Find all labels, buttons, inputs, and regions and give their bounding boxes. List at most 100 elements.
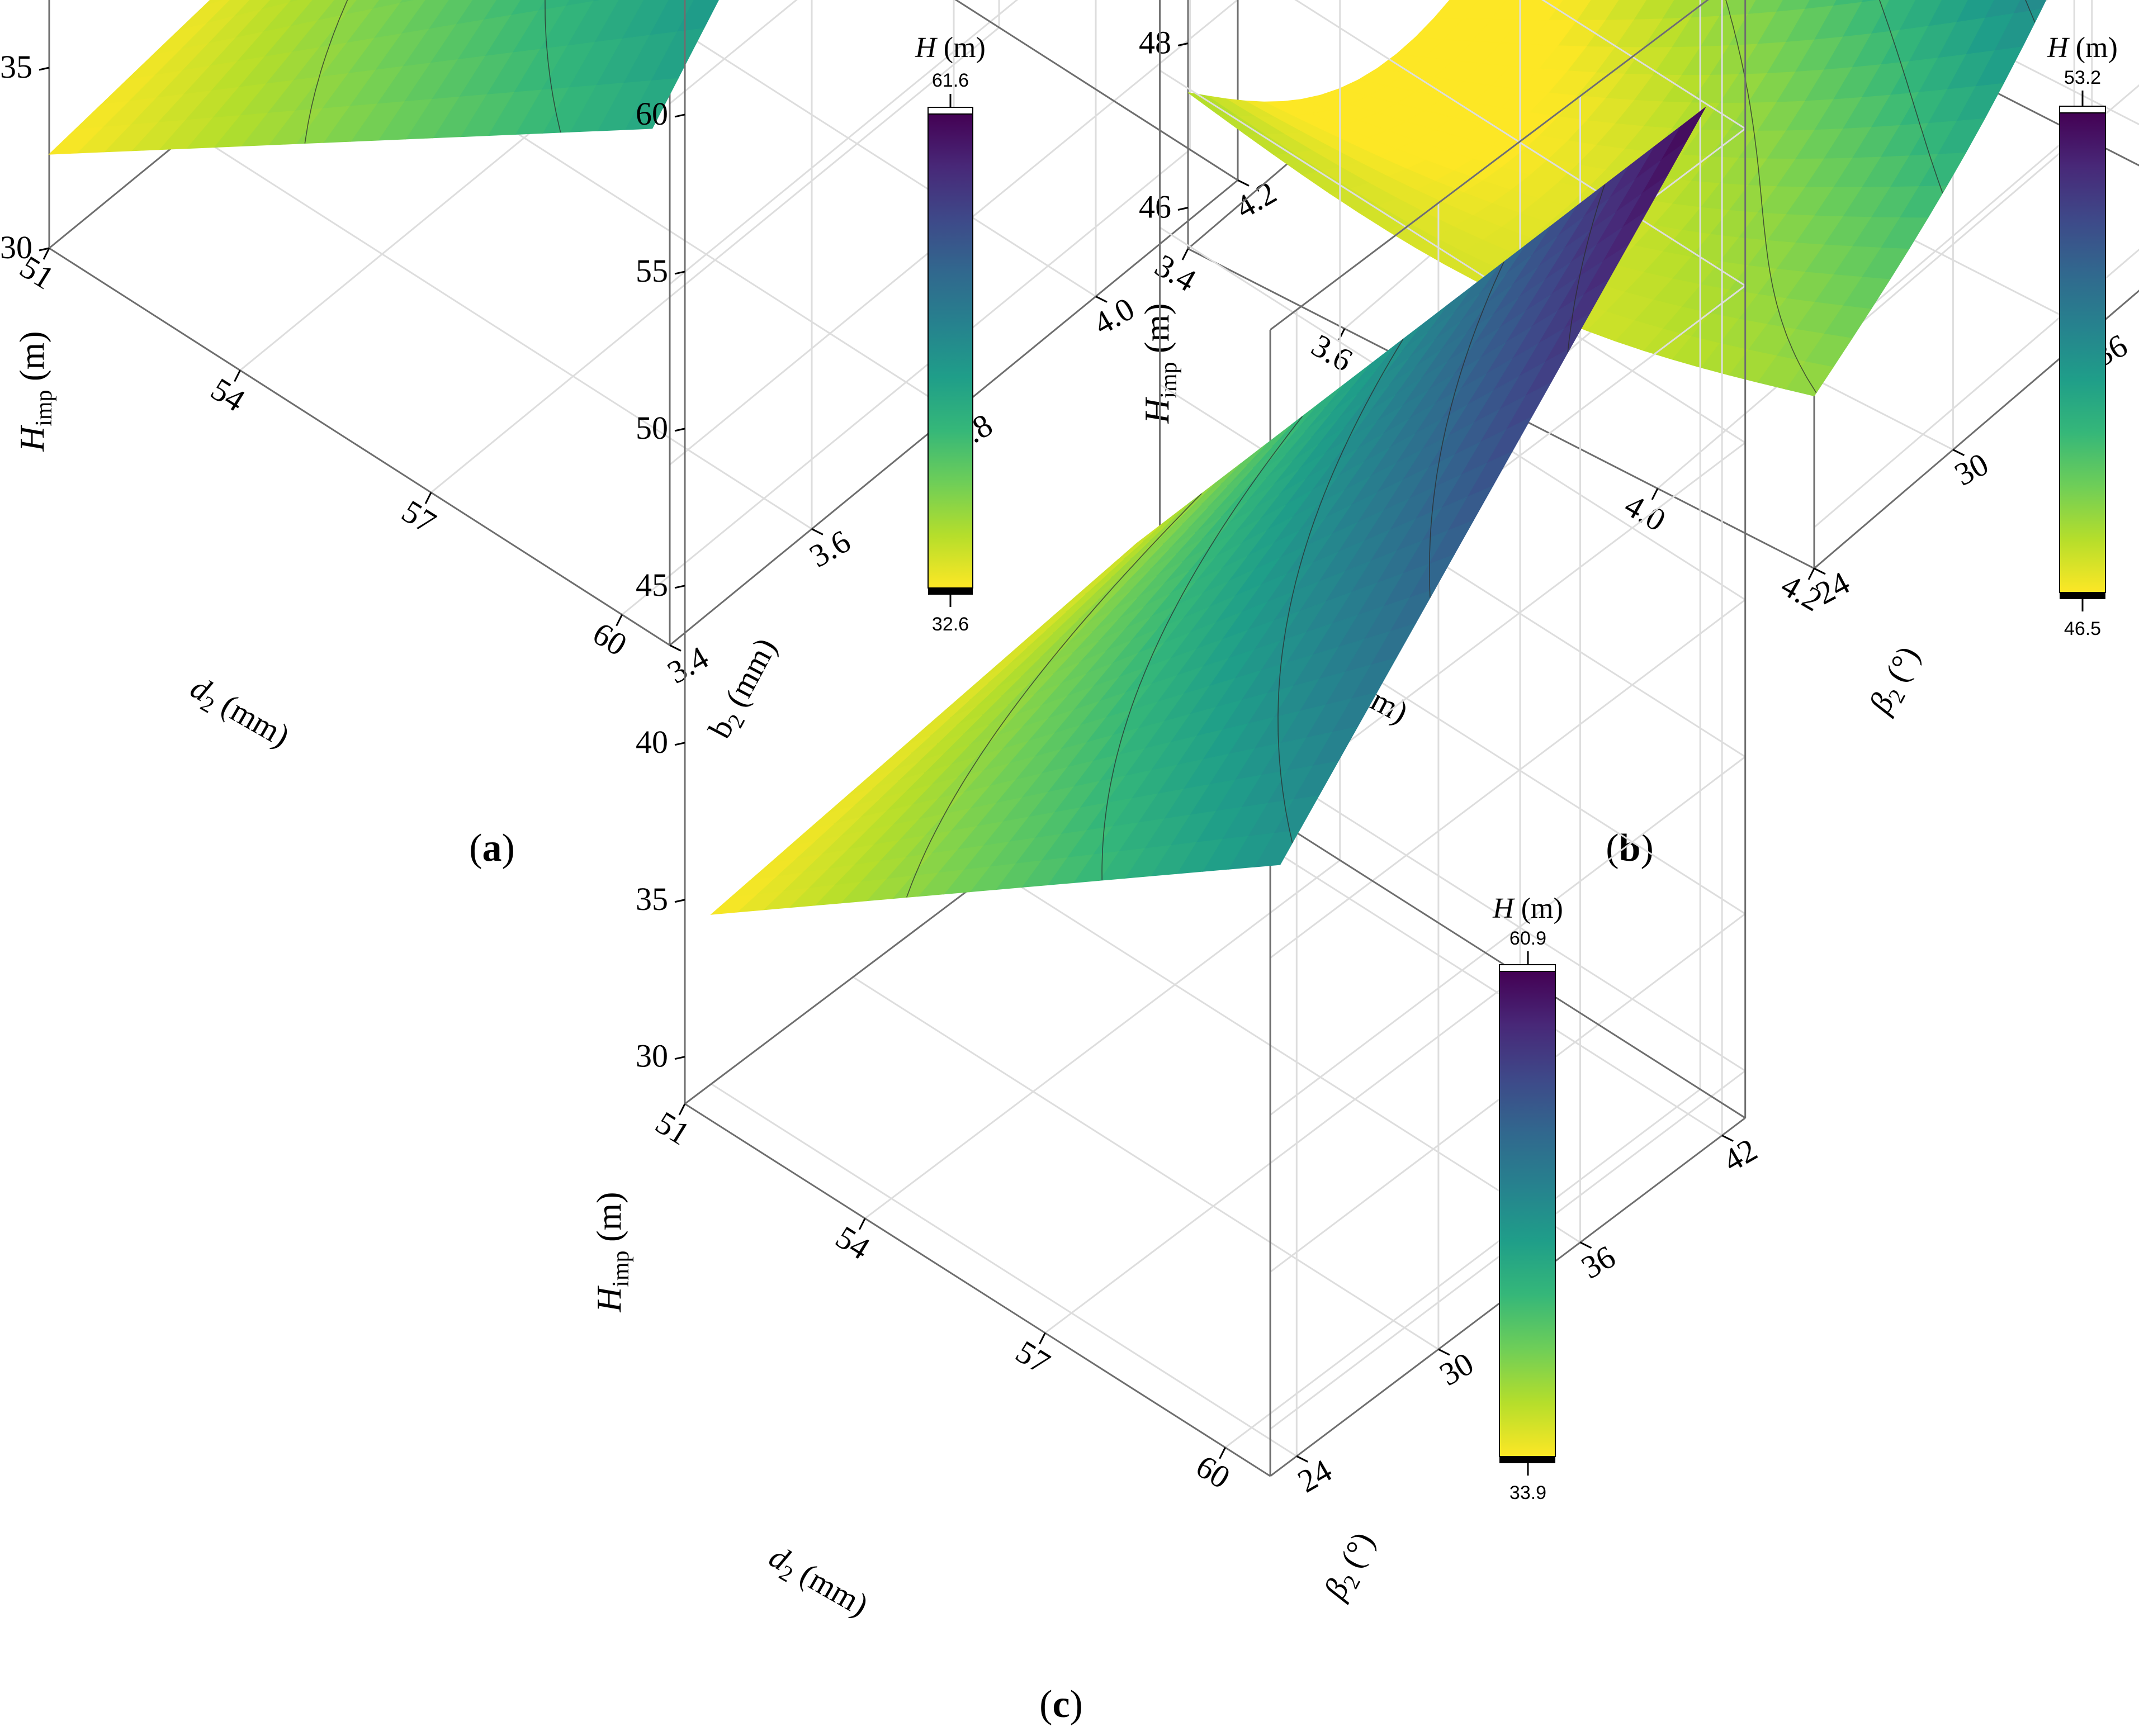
z-tick-label-1: 48 bbox=[1139, 25, 1171, 61]
grid-wall2-z-0 bbox=[1814, 248, 2139, 528]
panel-c-z-axis-label: Himp (m) bbox=[590, 1192, 634, 1312]
frame-edge-front-y bbox=[1814, 290, 2139, 570]
x-tick-label-1: 54 bbox=[830, 1218, 877, 1267]
z-tick-label-6: 60 bbox=[636, 96, 668, 132]
z-tick-mark-3 bbox=[674, 585, 685, 589]
panel-b-colorbar-cap-bottom bbox=[2060, 592, 2105, 599]
z-tick-mark-0 bbox=[674, 1056, 685, 1060]
panel-a-colorbar-cap-bottom bbox=[928, 588, 973, 595]
panel-b: 46485052543.43.63.84.04.224303642 Himp (… bbox=[1138, 0, 2139, 870]
y-tick-mark-0 bbox=[1296, 1455, 1308, 1463]
x-tick-mark-3 bbox=[1651, 488, 1659, 500]
panel-c-colorbar-min: 33.9 bbox=[1509, 1482, 1546, 1503]
panel-a-colorbar-gradient bbox=[927, 113, 973, 589]
grid-wall2-z-2 bbox=[669, 0, 1019, 285]
surface-contour-2 bbox=[1101, 416, 1303, 880]
x-tick-label-3: 60 bbox=[1190, 1448, 1237, 1496]
surface-contour-1 bbox=[906, 493, 1202, 898]
y-tick-mark-0 bbox=[1814, 567, 1826, 575]
frame-edge-top-back-y bbox=[1270, 0, 1709, 331]
frame-edge-back-x bbox=[954, 0, 1238, 181]
z-tick-mark-1 bbox=[674, 899, 685, 903]
surface-patch-0-0 bbox=[48, 126, 103, 155]
x-tick-label-0: 3.4 bbox=[1149, 247, 1202, 299]
panel-a-label: (a) bbox=[469, 827, 515, 870]
surface-contour-5 bbox=[1567, 184, 1606, 353]
panel-c-colorbar-title: H (m) bbox=[1492, 893, 1563, 924]
surface-patch-0-0 bbox=[710, 894, 758, 915]
panel-a-colorbar-max: 61.6 bbox=[932, 70, 969, 91]
x-tick-mark-2 bbox=[1039, 1332, 1046, 1345]
grid-floor-y-0 bbox=[711, 1083, 1298, 1457]
grid-wall1-z-5 bbox=[1294, 0, 1746, 287]
z-tick-label-2: 40 bbox=[636, 724, 668, 760]
panel-a-colorbar-title: H (m) bbox=[915, 32, 986, 64]
panel-b-colorbar-gradient bbox=[2059, 112, 2106, 593]
grid-wall2-z-3 bbox=[1270, 599, 1746, 959]
y-tick-label-1: 30 bbox=[1433, 1345, 1480, 1393]
grid-floor-y-3 bbox=[631, 0, 1096, 297]
panel-a-surface bbox=[48, 0, 719, 155]
panel-b-colorbar-max: 53.2 bbox=[2064, 67, 2101, 88]
panel-c-colorbar-gradient bbox=[1499, 971, 1556, 1457]
x-tick-mark-3 bbox=[616, 614, 623, 627]
x-tick-mark-3 bbox=[1219, 1447, 1226, 1459]
panel-a-colorbar: H (m) 61.6 32.6 bbox=[915, 32, 986, 635]
x-tick-label-1: 3.6 bbox=[1305, 327, 1359, 379]
y-tick-label-3: 42 bbox=[1717, 1131, 1763, 1179]
surface-contour-2 bbox=[545, 0, 561, 133]
panel-a-x-axis-label: d2 (mm) bbox=[182, 669, 296, 758]
surface-contour-4 bbox=[1429, 262, 1504, 598]
z-tick-mark-1 bbox=[1177, 42, 1189, 46]
y-tick-mark-2 bbox=[1579, 1241, 1592, 1249]
surface-contour-3 bbox=[1277, 339, 1404, 843]
panel-c-y-axis-label: β2 (°) bbox=[1316, 1526, 1385, 1607]
y-tick-mark-4 bbox=[1237, 179, 1250, 187]
z-tick-label-1: 35 bbox=[636, 881, 668, 917]
y-tick-mark-1 bbox=[1952, 449, 1965, 456]
x-tick-mark-2 bbox=[424, 492, 432, 504]
panel-b-colorbar: H (m) 53.2 46.5 bbox=[2047, 32, 2118, 639]
x-tick-mark-0 bbox=[678, 1103, 686, 1116]
x-tick-label-3: 4.0 bbox=[1619, 487, 1672, 539]
z-tick-label-0: 30 bbox=[636, 1038, 668, 1074]
x-tick-mark-4 bbox=[1807, 568, 1815, 580]
y-tick-mark-3 bbox=[1095, 296, 1108, 303]
panel-b-y-axis-label: β2 (°) bbox=[1861, 640, 1930, 722]
x-tick-label-1: 54 bbox=[205, 371, 252, 419]
x-tick-mark-1 bbox=[234, 369, 241, 382]
z-tick-label-5: 55 bbox=[636, 253, 668, 289]
panel-c-colorbar-cap-top bbox=[1499, 964, 1556, 972]
panel-a-colorbar-min: 32.6 bbox=[932, 614, 969, 635]
z-tick-label-3: 45 bbox=[636, 567, 668, 603]
y-tick-label-0: 24 bbox=[1291, 1452, 1338, 1500]
frame-edge-front-x bbox=[684, 1103, 1271, 1477]
panel-b-surface bbox=[1187, 0, 2047, 396]
z-tick-mark-6 bbox=[674, 113, 685, 118]
y-tick-mark-3 bbox=[1721, 1135, 1734, 1142]
panel-c-label: (c) bbox=[1039, 1683, 1083, 1726]
z-tick-mark-0 bbox=[1177, 207, 1189, 211]
panel-c-colorbar: H (m) 60.9 33.9 bbox=[1492, 893, 1563, 1503]
surface-contour-1 bbox=[1725, 0, 1817, 393]
grid-wall2-z-2 bbox=[1270, 756, 1746, 1116]
grid-wall1-z-6 bbox=[1541, 0, 1746, 130]
x-tick-label-2: 57 bbox=[1010, 1333, 1057, 1381]
z-tick-mark-2 bbox=[674, 742, 685, 746]
z-tick-label-1: 35 bbox=[0, 49, 32, 85]
x-tick-mark-1 bbox=[858, 1218, 866, 1230]
panel-b-colorbar-title: H (m) bbox=[2047, 32, 2118, 64]
z-tick-label-0: 46 bbox=[1139, 189, 1171, 225]
grid-wall2-z-1 bbox=[1814, 84, 2139, 364]
x-tick-label-3: 60 bbox=[586, 615, 633, 663]
panel-c: 30354045505560655154576024303642 Himp (m… bbox=[590, 0, 1763, 1726]
grid-floor-y-2 bbox=[994, 869, 1581, 1244]
x-tick-mark-0 bbox=[1181, 248, 1189, 260]
panel-c-surface bbox=[710, 107, 1706, 915]
grid-floor-x-2 bbox=[1044, 974, 1521, 1334]
grid-wall2-z-3 bbox=[669, 0, 798, 105]
grid-floor-y-1 bbox=[853, 976, 1439, 1350]
grid-wall1-z-2 bbox=[1159, 383, 1746, 758]
panel-c-colorbar-max: 60.9 bbox=[1509, 928, 1546, 949]
panel-b-colorbar-cap-top bbox=[2059, 106, 2106, 113]
